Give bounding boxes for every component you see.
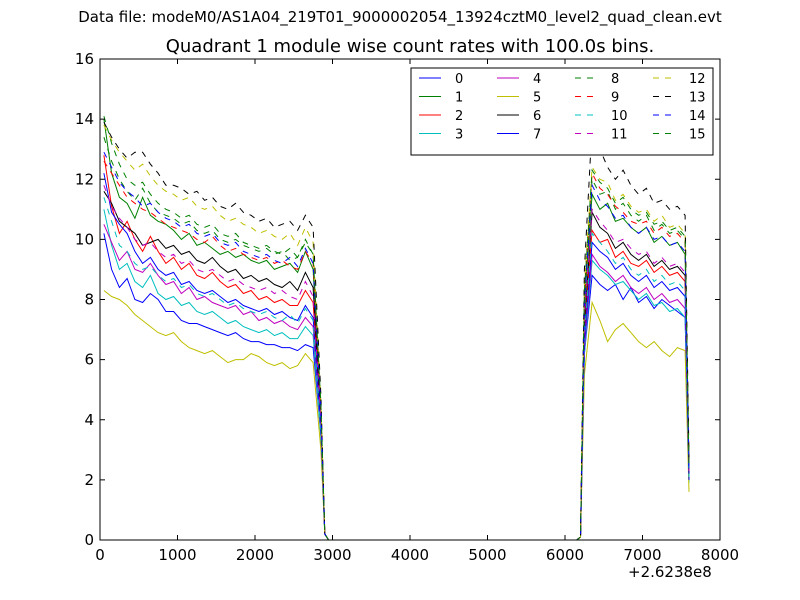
series-line-8	[103, 137, 690, 540]
series-line-9	[103, 160, 690, 540]
legend-label-0: 0	[455, 72, 463, 87]
series-line-12	[103, 124, 690, 540]
y-tick-label: 10	[75, 230, 94, 248]
legend-label-2: 2	[455, 109, 463, 124]
y-tick-label: 16	[75, 50, 94, 68]
series-line-7	[103, 173, 690, 540]
legend-label-9: 9	[611, 91, 619, 106]
series-line-6	[103, 191, 690, 540]
series-line-0	[103, 233, 690, 540]
legend-label-15: 15	[689, 128, 706, 143]
legend-label-13: 13	[689, 91, 706, 106]
y-tick-label: 6	[84, 351, 94, 369]
y-tick-label: 0	[84, 531, 94, 549]
series-line-1	[103, 119, 690, 540]
legend-label-10: 10	[611, 109, 628, 124]
legend-label-4: 4	[533, 72, 541, 87]
x-tick-label: 5000	[468, 546, 506, 564]
x-tick-label: 3000	[313, 546, 351, 564]
chart-title: Quadrant 1 module wise count rates with …	[165, 36, 655, 57]
x-tick-label: 1000	[158, 546, 196, 564]
series-line-15	[103, 115, 690, 540]
legend-label-6: 6	[533, 109, 541, 124]
legend-label-12: 12	[689, 72, 706, 87]
figure-suptitle: Data file: modeM0/AS1A04_219T01_90000020…	[78, 8, 722, 26]
series-line-13	[103, 121, 690, 540]
y-tick-label: 14	[75, 110, 94, 128]
series-line-11	[103, 185, 690, 540]
legend-label-1: 1	[455, 91, 463, 106]
x-tick-label: 7000	[623, 546, 661, 564]
legend-label-7: 7	[533, 128, 541, 143]
x-tick-label: 8000	[701, 546, 739, 564]
y-tick-label: 8	[84, 291, 94, 309]
series-line-10	[103, 197, 690, 540]
x-tick-label: 6000	[546, 546, 584, 564]
x-tick-label: 0	[95, 546, 105, 564]
series-line-3	[103, 209, 690, 540]
x-axis-offset-label: +2.6238e8	[628, 563, 712, 581]
legend-label-3: 3	[455, 128, 463, 143]
legend-box	[410, 67, 714, 156]
legend-label-8: 8	[611, 72, 619, 87]
series-line-5	[103, 290, 690, 540]
y-tick-label: 4	[84, 411, 94, 429]
legend-label-11: 11	[611, 128, 628, 143]
series-line-14	[103, 151, 690, 540]
x-tick-label: 4000	[391, 546, 429, 564]
y-tick-label: 12	[75, 170, 94, 188]
legend-label-5: 5	[533, 91, 541, 106]
x-tick-label: 2000	[236, 546, 274, 564]
legend-label-14: 14	[689, 109, 706, 124]
series-line-2	[103, 155, 690, 540]
y-tick-label: 2	[84, 471, 94, 489]
series-line-4	[103, 224, 690, 540]
